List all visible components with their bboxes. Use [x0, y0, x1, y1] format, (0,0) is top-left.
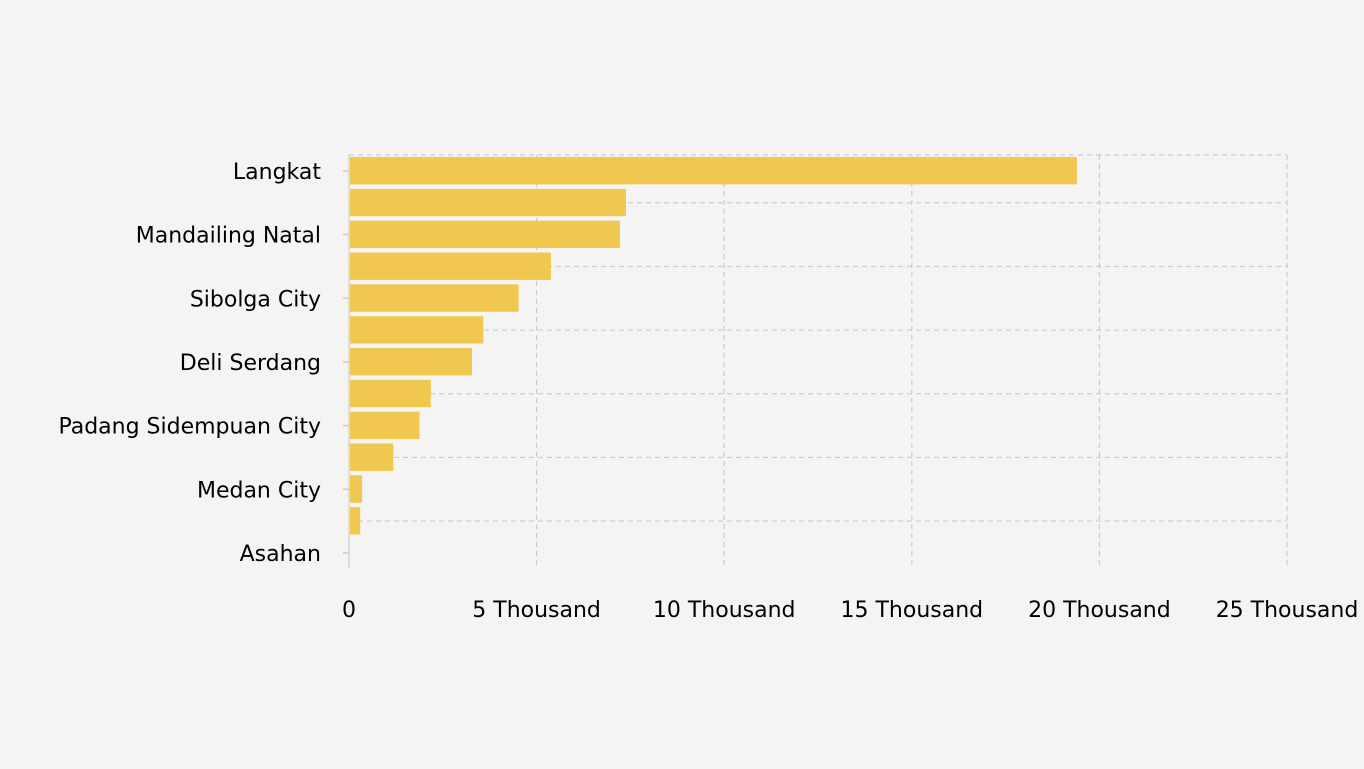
y-tick-label: Mandailing Natal [136, 224, 321, 249]
x-tick-label: 10 Thousand [653, 598, 796, 623]
bar-2 [350, 220, 620, 249]
y-tick-label: Asahan [240, 542, 321, 567]
y-tick-label: Deli Serdang [180, 351, 321, 376]
x-tick-label: 25 Thousand [1216, 598, 1359, 623]
bar-10 [350, 475, 363, 503]
bar-1 [350, 188, 626, 217]
bar-4 [350, 284, 519, 312]
x-tick-label: 0 [342, 598, 356, 623]
y-tick-label: Langkat [233, 160, 321, 185]
x-tick-label: 5 Thousand [472, 598, 601, 623]
bar-9 [350, 443, 394, 471]
x-tick-label: 20 Thousand [1028, 598, 1171, 623]
bar-3 [350, 252, 551, 280]
bar-11 [350, 507, 361, 535]
bar-8 [350, 411, 420, 440]
bar-0 [350, 157, 1077, 185]
y-tick-label: Padang Sidempuan City [58, 415, 321, 440]
y-tick-label: Medan City [197, 478, 321, 503]
bar-7 [350, 379, 431, 408]
y-tick-label: Sibolga City [190, 287, 321, 312]
bar-6 [350, 348, 473, 376]
x-tick-label: 15 Thousand [840, 598, 983, 623]
bar-5 [350, 316, 484, 344]
